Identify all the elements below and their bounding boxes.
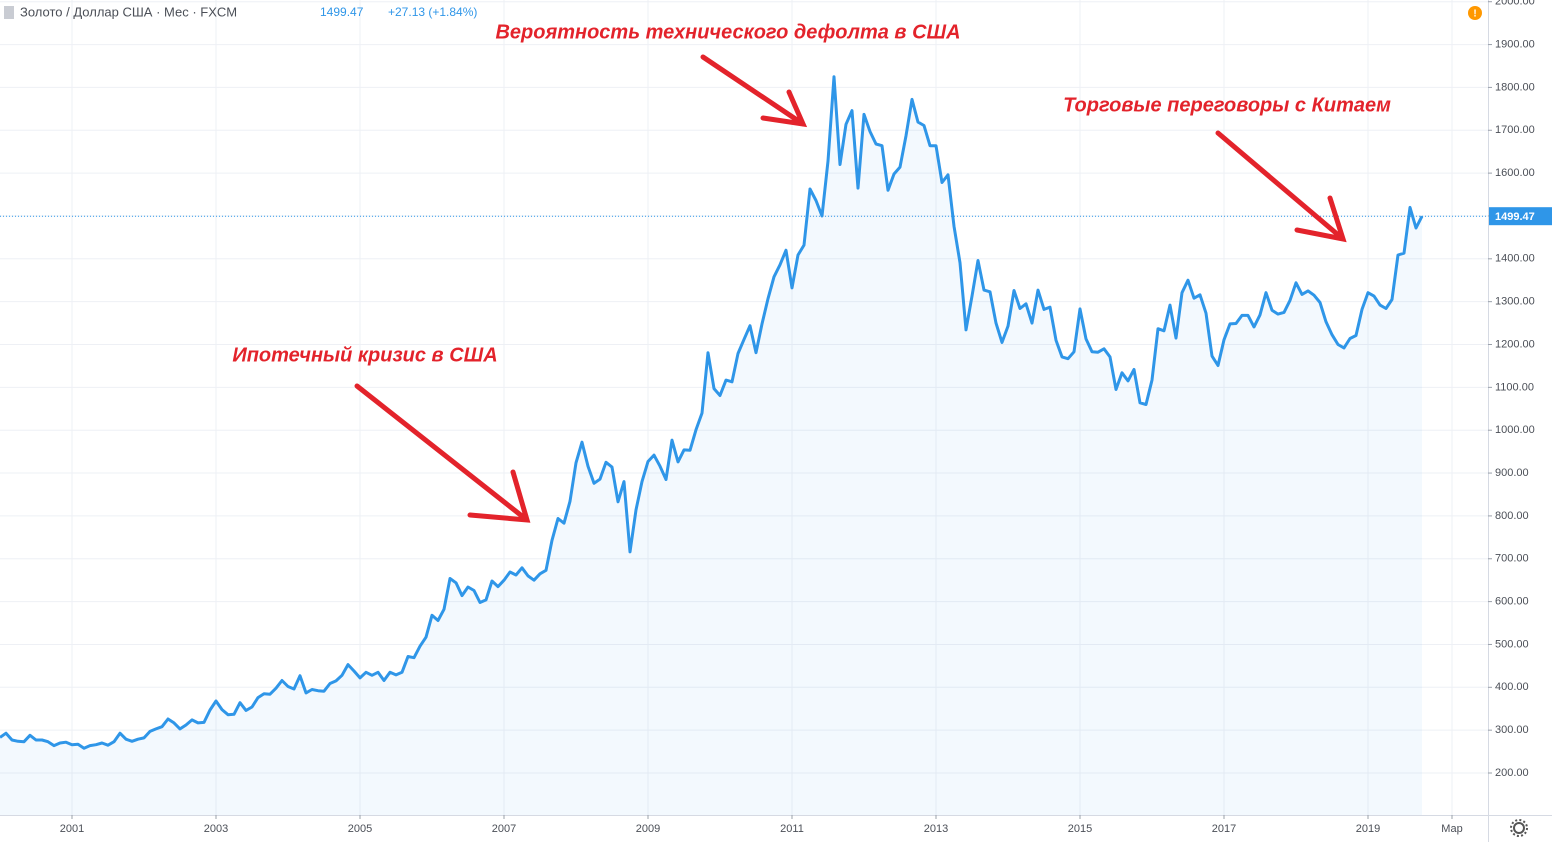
settings-icon[interactable]: [1510, 819, 1528, 837]
x-tick-label: 2013: [924, 823, 948, 835]
x-tick-label: Мар: [1441, 823, 1463, 835]
x-tick-label: 2011: [780, 823, 804, 835]
y-tick-label: 800.00: [1495, 510, 1529, 522]
y-tick-label: 1800.00: [1495, 81, 1535, 93]
y-tick-label: 1600.00: [1495, 167, 1535, 179]
y-tick-label: 400.00: [1495, 681, 1529, 693]
x-tick-label: 2015: [1068, 823, 1092, 835]
alert-icon[interactable]: [1468, 6, 1482, 20]
header-title[interactable]: Золото / Доллар США · Мес · FXCM: [20, 4, 237, 19]
header-change: +27.13 (+1.84%): [388, 5, 477, 19]
price-line: [0, 75, 1424, 750]
y-tick-label: 1200.00: [1495, 338, 1535, 350]
arrow: [354, 383, 531, 523]
x-tick-label: 2001: [60, 823, 84, 835]
y-tick-label: 700.00: [1495, 553, 1529, 565]
arrow: [1215, 130, 1347, 243]
y-tick-label: 1000.00: [1495, 424, 1535, 436]
axes: 200.00 300.00 400.00 500.00 600.00 700.00 800.…: [60, 0, 1552, 835]
x-tick-label: 2003: [204, 823, 228, 835]
x-tick-label: 2017: [1212, 823, 1236, 835]
y-tick-label: 1100.00: [1495, 381, 1534, 393]
x-tick-label: 2005: [348, 823, 372, 835]
y-tick-label: 1400.00: [1495, 253, 1535, 265]
header-icon: [4, 6, 14, 19]
y-tick-label: 1900.00: [1495, 38, 1535, 50]
y-tick-label: 2000.00: [1495, 0, 1535, 8]
x-tick-label: 2019: [1356, 823, 1380, 835]
y-tick-label: 1700.00: [1495, 124, 1535, 136]
last-price-tag: [1489, 207, 1552, 226]
alert-icon-mark: !: [1473, 9, 1476, 20]
arrow: [700, 54, 808, 128]
header-price: 1499.47: [320, 5, 364, 19]
x-tick-label: 2007: [492, 823, 516, 835]
annotation: Торговые переговоры с Китаем: [1063, 94, 1391, 116]
last-price-label: 1499.47: [1495, 211, 1535, 223]
plot: [0, 75, 1488, 815]
y-tick-label: 600.00: [1495, 596, 1529, 608]
annotation: Вероятность технического дефолта в США: [495, 21, 960, 43]
y-tick-label: 900.00: [1495, 467, 1529, 479]
area-fill: [0, 76, 1422, 815]
y-tick-label: 500.00: [1495, 638, 1529, 650]
y-tick-label: 200.00: [1495, 767, 1529, 779]
y-tick-label: 300.00: [1495, 724, 1529, 736]
annotation: Ипотечный кризис в США: [232, 344, 497, 366]
x-tick-label: 2009: [636, 823, 660, 835]
y-tick-label: 1300.00: [1495, 296, 1535, 308]
